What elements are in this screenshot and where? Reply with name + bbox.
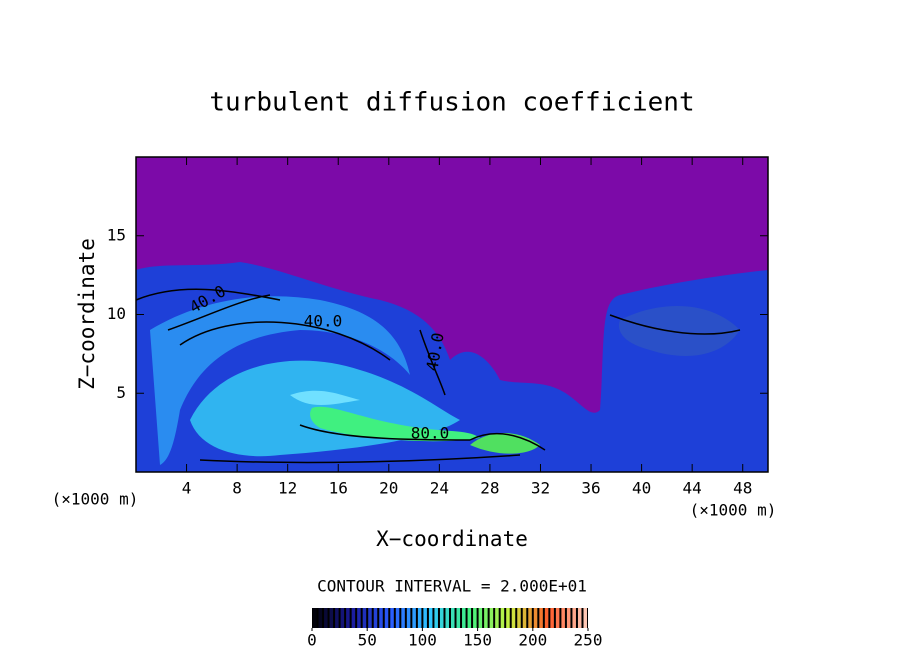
colorbar-step: [561, 608, 565, 628]
y-tick-label: 10: [107, 304, 126, 323]
colorbar-tick-label: 0: [307, 631, 317, 650]
colorbar-step: [550, 608, 554, 628]
x-unit-label: (×1000 m): [690, 501, 777, 520]
contour-line: [135, 288, 741, 464]
colorbar-step: [357, 608, 361, 628]
x-tick-label: 44: [683, 479, 702, 498]
colorbar-step: [456, 608, 461, 628]
field-region: [290, 390, 360, 405]
colorbar-step: [390, 608, 394, 628]
colorbar-step: [368, 608, 372, 628]
colorbar-step: [423, 608, 427, 628]
colorbar-step: [467, 608, 472, 628]
colorbar-step: [517, 608, 521, 628]
colorbar-step: [351, 608, 356, 628]
colorbar-step: [528, 608, 532, 628]
contour-interval: CONTOUR INTERVAL = 2.000E+01: [317, 577, 587, 596]
colorbar-step: [544, 608, 549, 628]
colorbar-step: [362, 608, 367, 628]
colorbar-step: [395, 608, 400, 628]
colorbar-step: [577, 608, 582, 628]
colorbar-step: [566, 608, 571, 628]
x-tick-label: 8: [232, 479, 242, 498]
colorbar-tick-label: 200: [518, 631, 547, 650]
y-axis-label: Z−coordinate: [75, 238, 99, 390]
colorbar-step: [495, 608, 499, 628]
colorbar-step: [445, 608, 449, 628]
colorbar-step: [451, 608, 455, 628]
colorbar-step: [324, 608, 328, 628]
x-tick-label: 4: [182, 479, 192, 498]
colorbar-step: [511, 608, 516, 628]
x-tick-label: 12: [278, 479, 297, 498]
colorbar-tick-label: 150: [463, 631, 492, 650]
x-tick-label: 48: [733, 479, 752, 498]
colorbar-step: [489, 608, 494, 628]
x-tick-label: 24: [430, 479, 449, 498]
colorbar-step: [500, 608, 505, 628]
colorbar-tick-label: 100: [408, 631, 437, 650]
colorbar-step: [313, 608, 317, 628]
colorbar-step: [434, 608, 438, 628]
colorbar-step: [379, 608, 383, 628]
field-region: [150, 296, 410, 465]
colorbar-step: [478, 608, 483, 628]
y-tick-label: 5: [116, 383, 126, 402]
colorbar-step: [484, 608, 488, 628]
colorbar-step: [329, 608, 334, 628]
field: 40.0 40.0 80.0 40.0: [135, 157, 768, 472]
colorbar-step: [506, 608, 510, 628]
colorbar-step: [583, 608, 587, 628]
colorbar-step: [406, 608, 411, 628]
x-tick-label: 20: [379, 479, 398, 498]
chart-title: turbulent diffusion coefficient: [209, 88, 694, 118]
colorbar-step: [401, 608, 405, 628]
y-tick-label: 15: [107, 225, 126, 244]
x-unit-label: (×1000 m): [52, 490, 139, 509]
x-tick-label: 16: [329, 479, 348, 498]
contour-label: 80.0: [411, 424, 450, 443]
colorbar-tick-label: 250: [574, 631, 603, 650]
field-region: [619, 306, 740, 356]
colorbar-step: [318, 608, 323, 628]
colorbar-step: [384, 608, 389, 628]
colorbar-step: [340, 608, 345, 628]
x-axis-label: X−coordinate: [376, 527, 528, 551]
colorbar-step: [539, 608, 543, 628]
x-tick-label: 36: [581, 479, 600, 498]
colorbar-step: [473, 608, 477, 628]
colorbar-step: [335, 608, 339, 628]
colorbar-step: [346, 608, 350, 628]
field-region: [310, 406, 480, 442]
colorbar-step: [555, 608, 560, 628]
colorbar-step: [533, 608, 538, 628]
colorbar-step: [412, 608, 416, 628]
colorbar-tick-label: 50: [358, 631, 377, 650]
colorbar-step: [439, 608, 444, 628]
colorbar-step: [417, 608, 422, 628]
colorbar-step: [462, 608, 466, 628]
x-tick-label: 40: [632, 479, 651, 498]
colorbar-step: [373, 608, 378, 628]
x-tick-label: 28: [480, 479, 499, 498]
colorbar-step: [522, 608, 527, 628]
contour-label: 40.0: [304, 312, 343, 331]
x-tick-label: 32: [531, 479, 550, 498]
colorbar-step: [572, 608, 576, 628]
colorbar-step: [428, 608, 433, 628]
